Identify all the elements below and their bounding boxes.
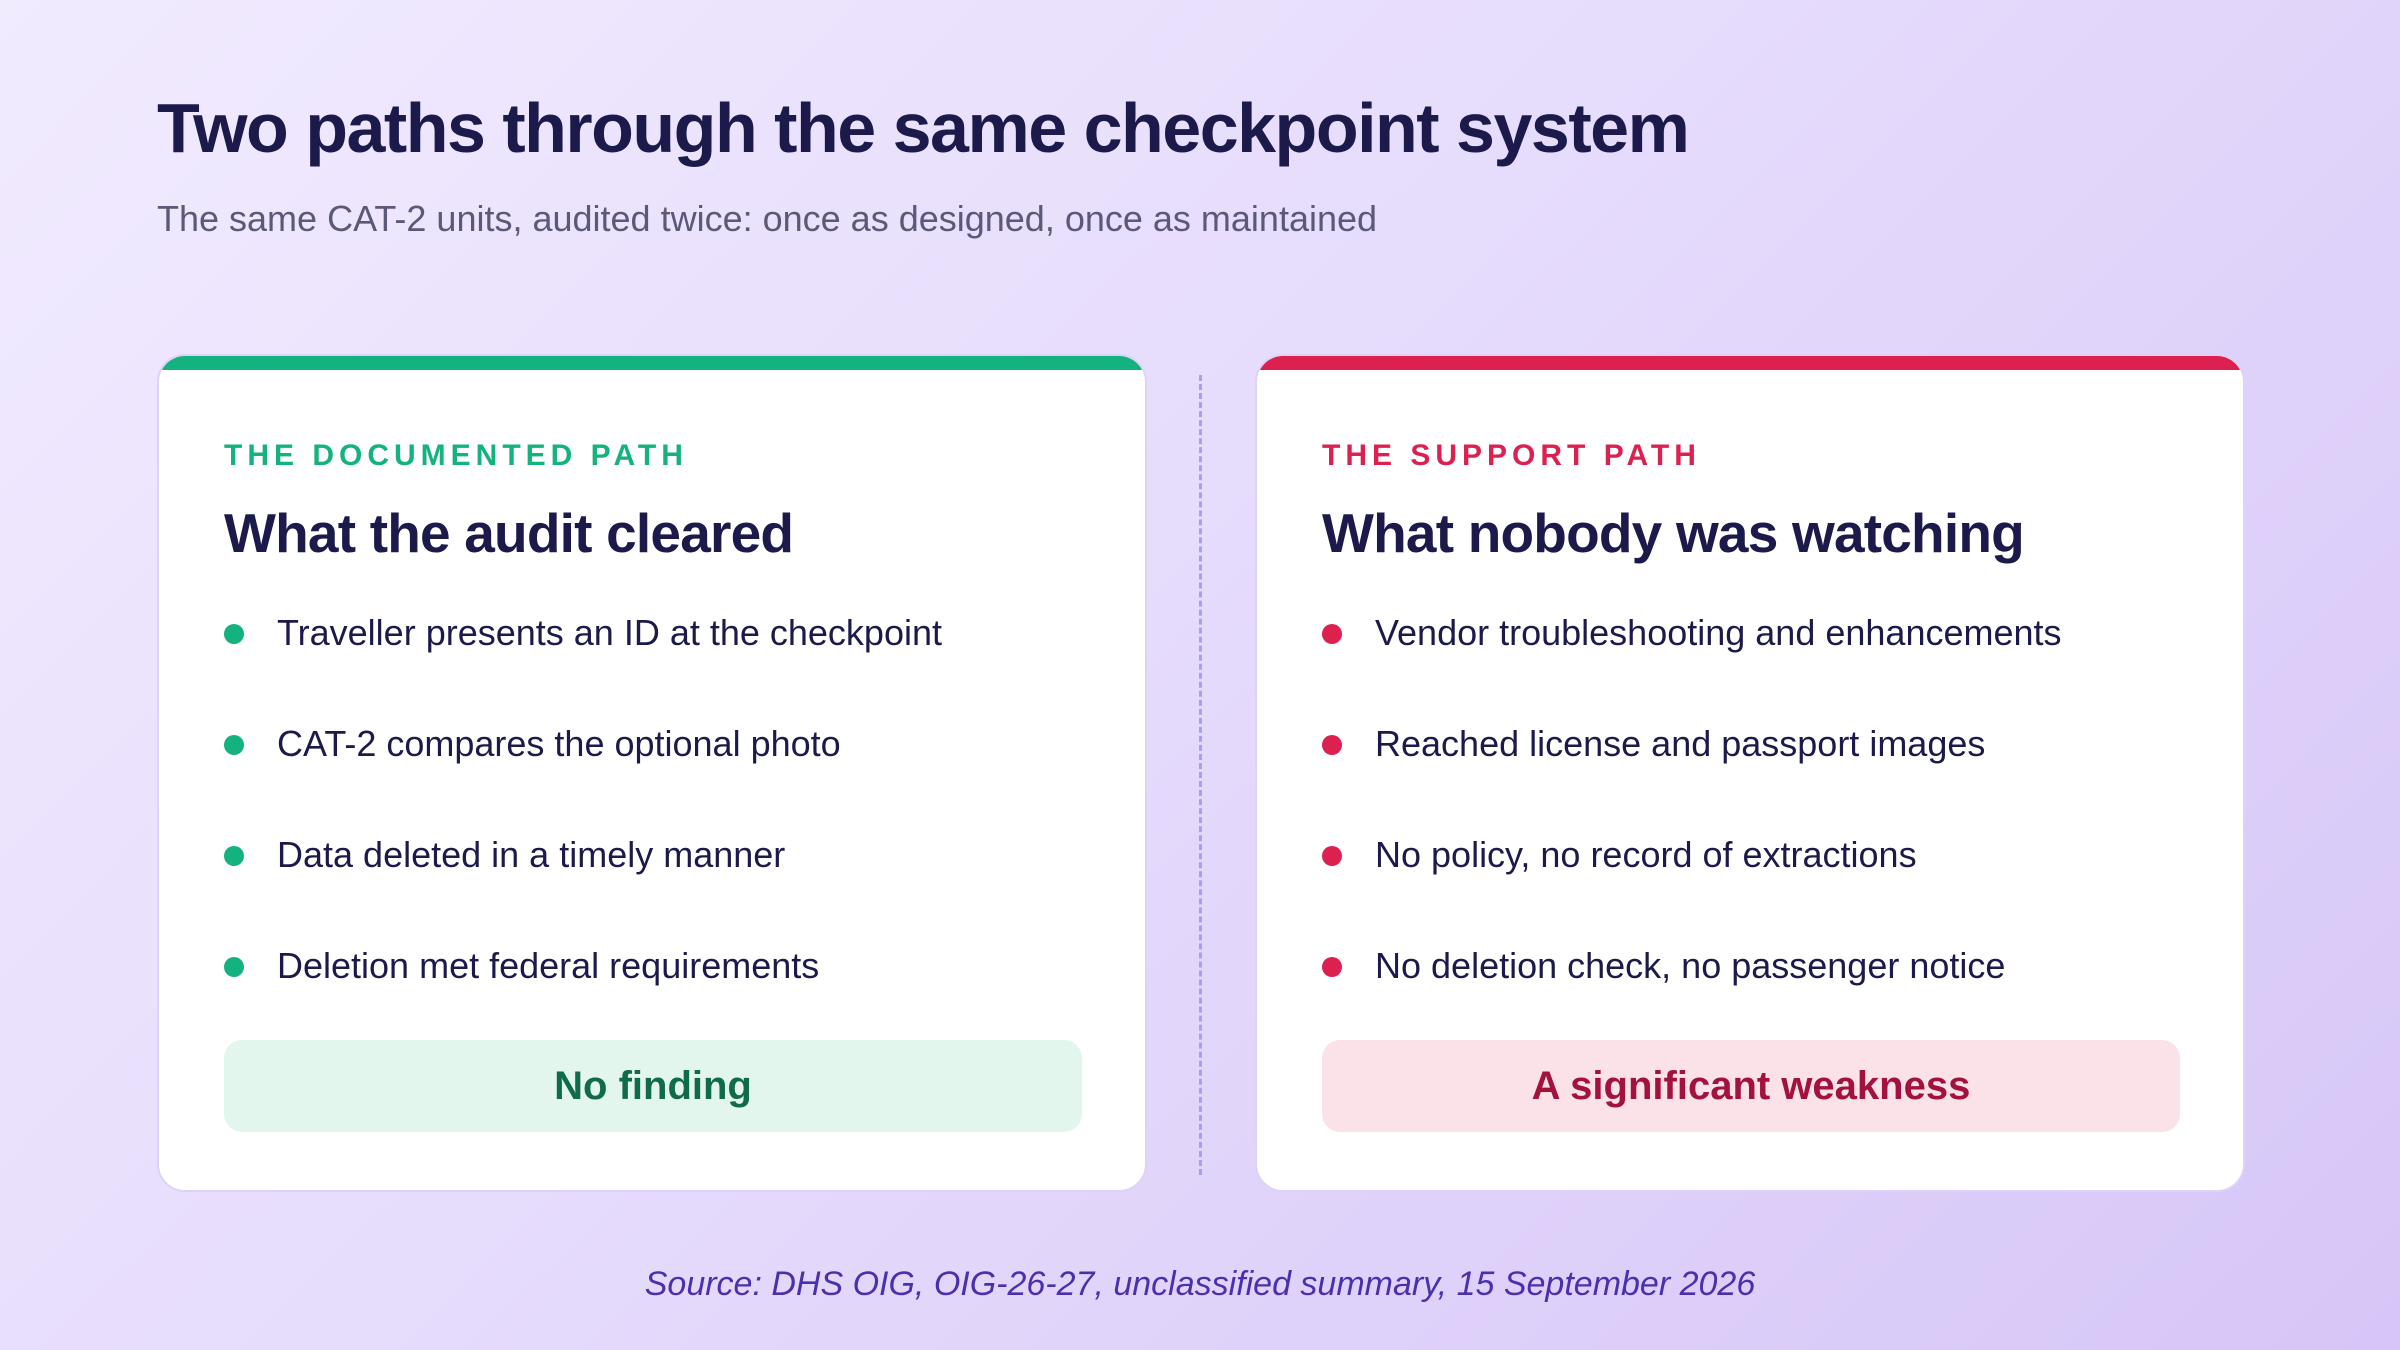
list-item-text: Reached license and passport images (1375, 723, 1986, 764)
support-path-card: THE SUPPORT PATH What nobody was watchin… (1255, 354, 2245, 1192)
card-eyebrow: THE DOCUMENTED PATH (224, 439, 688, 472)
verdict-badge: A significant weakness (1322, 1040, 2180, 1132)
verdict-badge: No finding (224, 1040, 1082, 1132)
list-item-text: Traveller presents an ID at the checkpoi… (277, 612, 942, 653)
bullet-dot-icon (1322, 624, 1342, 644)
bullet-list: Vendor troubleshooting and enhancements … (1322, 611, 2192, 1055)
list-item: Deletion met federal requirements (224, 944, 1094, 1055)
list-item-text: CAT-2 compares the optional photo (277, 723, 841, 764)
card-heading: What nobody was watching (1322, 502, 2025, 564)
list-item: Data deleted in a timely manner (224, 833, 1094, 944)
bullet-dot-icon (224, 846, 244, 866)
list-item: Traveller presents an ID at the checkpoi… (224, 611, 1094, 722)
card-accent-bar (159, 356, 1145, 370)
list-item: No deletion check, no passenger notice (1322, 944, 2192, 1055)
source-citation: Source: DHS OIG, OIG-26-27, unclassified… (644, 1265, 1756, 1303)
documented-path-card: THE DOCUMENTED PATH What the audit clear… (157, 354, 1147, 1192)
bullet-dot-icon (1322, 846, 1342, 866)
bullet-list: Traveller presents an ID at the checkpoi… (224, 611, 1094, 1055)
bullet-dot-icon (1322, 957, 1342, 977)
bullet-dot-icon (224, 735, 244, 755)
list-item-text: Deletion met federal requirements (277, 945, 820, 986)
bullet-dot-icon (224, 624, 244, 644)
bullet-dot-icon (224, 957, 244, 977)
card-heading: What the audit cleared (224, 502, 794, 564)
list-item: Reached license and passport images (1322, 722, 2192, 833)
card-divider (1199, 375, 1202, 1175)
list-item: Vendor troubleshooting and enhancements (1322, 611, 2192, 722)
page-subtitle: The same CAT-2 units, audited twice: onc… (157, 198, 1378, 239)
card-eyebrow: THE SUPPORT PATH (1322, 439, 1701, 472)
list-item: No policy, no record of extractions (1322, 833, 2192, 944)
page-title: Two paths through the same checkpoint sy… (157, 89, 1690, 167)
list-item-text: No policy, no record of extractions (1375, 834, 1917, 875)
list-item-text: No deletion check, no passenger notice (1375, 945, 2006, 986)
list-item-text: Data deleted in a timely manner (277, 834, 786, 875)
card-accent-bar (1257, 356, 2243, 370)
list-item: CAT-2 compares the optional photo (224, 722, 1094, 833)
bullet-dot-icon (1322, 735, 1342, 755)
list-item-text: Vendor troubleshooting and enhancements (1375, 612, 2062, 653)
